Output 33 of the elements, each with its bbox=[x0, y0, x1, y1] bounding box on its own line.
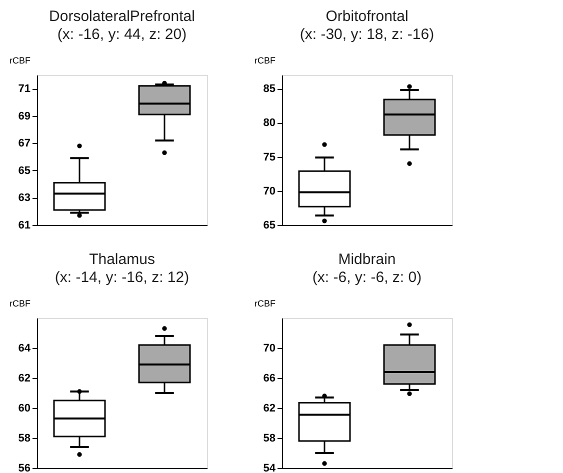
y-axis-title: rCBF bbox=[254, 298, 276, 308]
chart-title: DorsolateralPrefrontal bbox=[49, 8, 195, 25]
y-tick-label: 70 bbox=[263, 342, 276, 354]
y-axis-title: rCBF bbox=[10, 298, 31, 308]
chart-subtitle: (x: -14, y: -16, z: 12) bbox=[54, 269, 190, 286]
y-tick-label: 64 bbox=[18, 342, 32, 354]
y-tick-label: 56 bbox=[18, 462, 30, 473]
chart-subtitle: (x: -16, y: 44, z: 20) bbox=[57, 26, 187, 43]
y-tick-label: 80 bbox=[263, 117, 276, 130]
y-tick-label: 61 bbox=[18, 220, 30, 232]
y-tick-label: 60 bbox=[18, 402, 30, 414]
y-tick-label: 66 bbox=[263, 372, 276, 384]
y-tick-label: 67 bbox=[18, 138, 30, 150]
y-tick-label: 75 bbox=[263, 151, 276, 164]
y-tick-label: 70 bbox=[263, 185, 276, 198]
chart-subtitle: (x: -6, y: -6, z: 0) bbox=[312, 269, 422, 286]
chart-subtitle: (x: -30, y: 18, z: -16) bbox=[300, 26, 434, 43]
chart-title: Midbrain bbox=[338, 251, 396, 268]
y-tick-label: 54 bbox=[263, 462, 276, 473]
y-tick-label: 71 bbox=[18, 83, 30, 96]
y-axis-title: rCBF bbox=[254, 56, 276, 66]
y-tick-label: 62 bbox=[263, 402, 276, 414]
chart-title: Thalamus bbox=[89, 251, 155, 268]
y-tick-label: 85 bbox=[263, 83, 276, 96]
y-tick-label: 62 bbox=[18, 372, 30, 384]
y-tick-label: 63 bbox=[18, 192, 30, 204]
y-tick-label: 65 bbox=[263, 220, 276, 232]
y-tick-label: 58 bbox=[263, 432, 276, 444]
y-axis-title: rCBF bbox=[10, 56, 31, 66]
y-tick-label: 65 bbox=[18, 164, 30, 177]
y-tick-label: 69 bbox=[18, 110, 30, 122]
chart-title: Orbitofrontal bbox=[326, 8, 408, 25]
y-tick-label: 58 bbox=[18, 432, 30, 444]
